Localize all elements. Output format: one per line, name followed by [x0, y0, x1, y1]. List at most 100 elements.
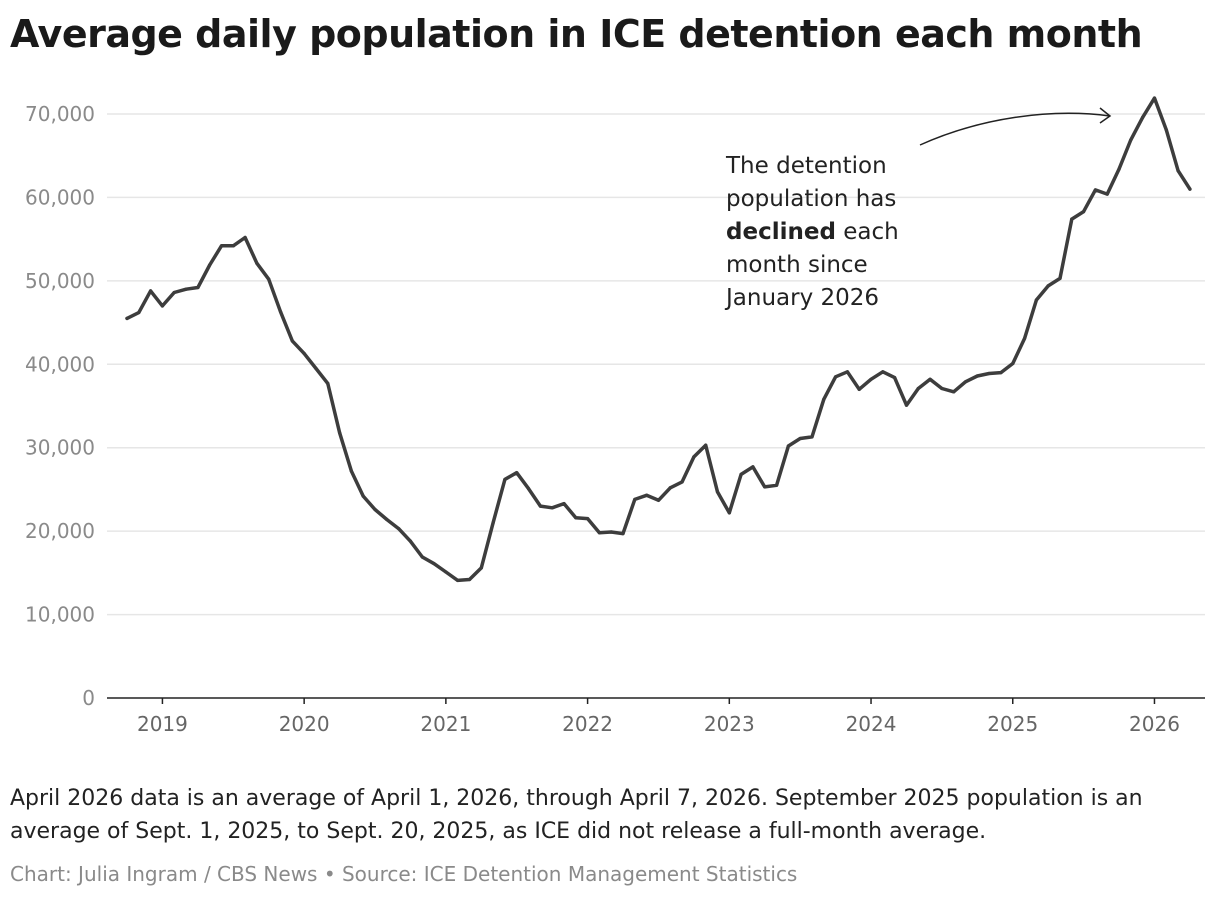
data-point — [999, 371, 1003, 375]
data-point — [526, 486, 531, 491]
data-point — [562, 502, 566, 506]
data-point — [1164, 128, 1168, 132]
annotation-text-end: each month since January 2026 — [726, 219, 899, 311]
data-point — [881, 370, 885, 374]
data-point — [420, 555, 424, 559]
data-point — [621, 532, 625, 536]
data-point — [314, 366, 318, 371]
data-point — [1141, 115, 1145, 119]
footnote: April 2026 data is an average of April 1… — [10, 786, 1143, 844]
data-point — [349, 469, 353, 473]
data-point — [869, 377, 873, 381]
data-point — [798, 436, 802, 441]
y-tick-label: 10,000 — [25, 603, 95, 627]
data-point — [1022, 336, 1027, 341]
data-point — [326, 381, 330, 386]
data-point — [1129, 138, 1133, 142]
chart-title: Average daily population in ICE detentio… — [10, 12, 1143, 56]
annotation-text: The detention population has — [726, 153, 897, 212]
data-point — [1152, 96, 1157, 100]
data-point — [444, 570, 448, 574]
data-point — [1117, 167, 1121, 171]
data-point — [1188, 187, 1192, 191]
data-point — [267, 277, 271, 281]
data-point — [810, 435, 814, 439]
data-point — [479, 566, 483, 570]
data-point — [1093, 188, 1098, 192]
data-point — [857, 387, 861, 391]
data-point — [456, 578, 460, 582]
data-point — [1011, 361, 1015, 366]
data-point — [597, 531, 602, 535]
data-point — [609, 530, 613, 534]
data-point — [550, 506, 554, 510]
data-point — [408, 539, 413, 543]
data-point — [715, 490, 720, 494]
data-point — [751, 465, 755, 469]
data-point — [385, 517, 389, 522]
data-point — [208, 263, 212, 267]
x-tick-label: 2020 — [279, 712, 330, 736]
data-point — [184, 287, 188, 291]
series-line — [125, 96, 1192, 583]
data-point — [916, 386, 920, 391]
x-tick-label: 2024 — [846, 712, 897, 736]
x-axis-ticks: 2019 2020 2021 2022 2023 2024 2025 2026 — [137, 698, 1180, 736]
data-point — [172, 290, 176, 295]
y-tick-label: 60,000 — [25, 185, 95, 209]
gridlines — [107, 113, 1205, 616]
data-point — [822, 397, 826, 401]
y-axis-ticks: 0 10,000 20,000 30,000 40,000 50,000 60,000 70,… — [25, 102, 95, 710]
data-point — [1176, 169, 1180, 173]
data-point — [704, 443, 708, 447]
x-tick-label: 2019 — [137, 712, 188, 736]
y-tick-label: 0 — [82, 686, 95, 710]
data-point — [231, 244, 235, 248]
data-point — [940, 386, 944, 391]
x-tick-label: 2026 — [1129, 712, 1180, 736]
data-point — [243, 235, 247, 240]
data-point — [290, 339, 294, 343]
data-point — [763, 485, 767, 489]
data-point — [1105, 192, 1109, 196]
data-point — [633, 497, 637, 502]
data-point — [692, 455, 696, 459]
data-point — [845, 370, 850, 374]
data-point — [255, 261, 259, 265]
data-point — [361, 494, 365, 498]
data-point — [397, 527, 401, 531]
data-points — [125, 96, 1192, 582]
data-point — [727, 511, 731, 515]
y-tick-label: 40,000 — [25, 352, 95, 376]
data-point — [656, 498, 661, 502]
data-point — [1070, 217, 1074, 221]
annotation-bold: declined — [726, 219, 836, 245]
data-point — [680, 480, 684, 484]
data-point — [1082, 210, 1086, 214]
data-point — [904, 403, 909, 407]
data-point — [774, 483, 779, 487]
data-point — [373, 507, 377, 512]
data-point — [1058, 276, 1062, 280]
data-point — [302, 351, 306, 356]
data-point — [432, 562, 436, 566]
data-point — [491, 521, 495, 525]
data-point — [278, 310, 283, 314]
data-point — [645, 493, 649, 497]
x-tick-label: 2021 — [420, 712, 471, 736]
data-point — [952, 390, 956, 394]
y-tick-label: 30,000 — [25, 436, 95, 460]
data-point — [585, 517, 590, 521]
y-tick-label: 70,000 — [25, 102, 95, 126]
data-point — [160, 304, 165, 308]
arrow-head-icon — [1099, 107, 1112, 124]
data-point — [963, 380, 968, 384]
data-point — [515, 471, 519, 475]
x-tick-label: 2022 — [562, 712, 613, 736]
data-point — [503, 477, 507, 482]
annotation-arrow — [919, 112, 1111, 146]
data-point — [739, 472, 743, 477]
source-credit: Chart: Julia Ingram / CBS News • Source:… — [10, 862, 798, 886]
y-tick-label: 20,000 — [25, 519, 95, 543]
